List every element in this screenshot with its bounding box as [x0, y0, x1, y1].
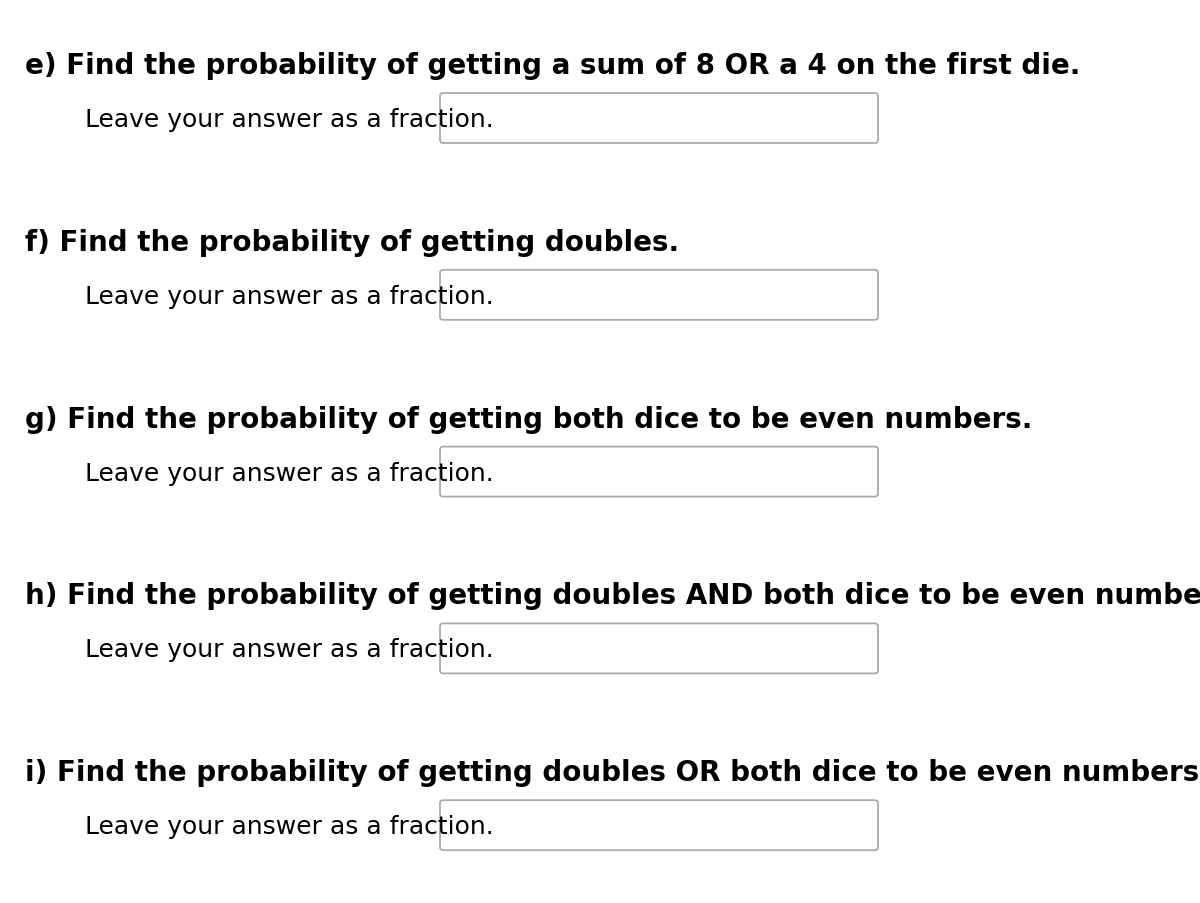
FancyBboxPatch shape: [440, 94, 878, 144]
Text: i) Find the probability of getting doubles OR both dice to be even numbers.: i) Find the probability of getting doubl…: [25, 759, 1200, 787]
Text: Leave your answer as a fraction.: Leave your answer as a fraction.: [85, 284, 493, 309]
Text: h) Find the probability of getting doubles AND both dice to be even numbers.: h) Find the probability of getting doubl…: [25, 582, 1200, 610]
Text: g) Find the probability of getting both dice to be even numbers.: g) Find the probability of getting both …: [25, 405, 1032, 433]
Text: Leave your answer as a fraction.: Leave your answer as a fraction.: [85, 638, 493, 662]
FancyBboxPatch shape: [440, 800, 878, 851]
Text: Leave your answer as a fraction.: Leave your answer as a fraction.: [85, 815, 493, 838]
Text: f) Find the probability of getting doubles.: f) Find the probability of getting doubl…: [25, 228, 679, 256]
FancyBboxPatch shape: [440, 271, 878, 321]
Text: Leave your answer as a fraction.: Leave your answer as a fraction.: [85, 461, 493, 485]
FancyBboxPatch shape: [440, 447, 878, 497]
Text: Leave your answer as a fraction.: Leave your answer as a fraction.: [85, 107, 493, 132]
FancyBboxPatch shape: [440, 624, 878, 674]
Text: e) Find the probability of getting a sum of 8 OR a 4 on the first die.: e) Find the probability of getting a sum…: [25, 52, 1080, 79]
